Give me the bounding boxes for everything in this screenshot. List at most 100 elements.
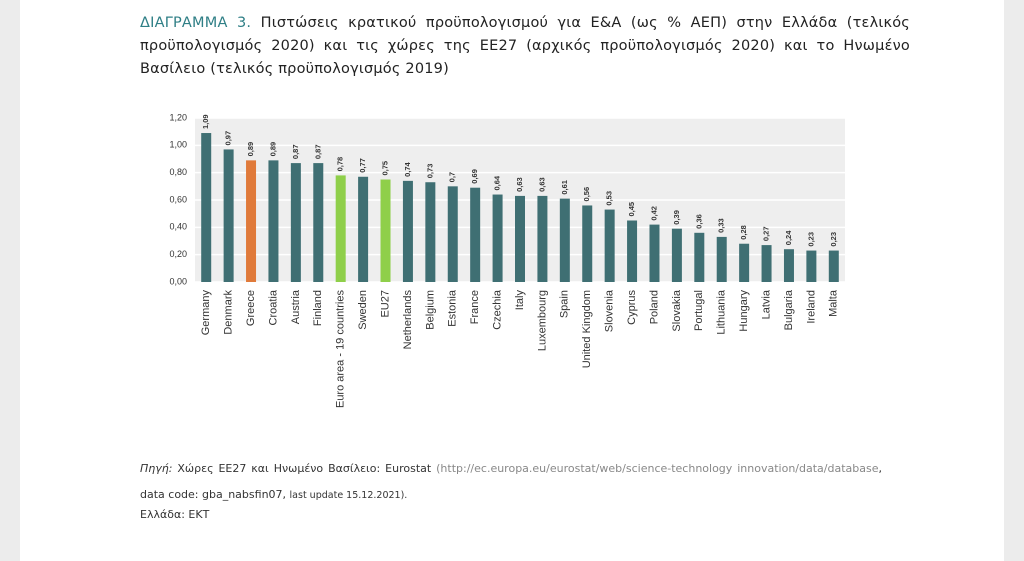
bar — [335, 175, 346, 282]
value-label: 0,77 — [358, 158, 367, 173]
value-label: 0,89 — [246, 142, 255, 157]
bar — [761, 245, 772, 282]
value-label: 0,74 — [403, 161, 412, 176]
x-tick-label: Portugal — [693, 290, 705, 331]
source-text: Χώρες ΕΕ27 και Ηνωμένο Βασίλειο: Eurosta… — [177, 462, 432, 475]
bar — [201, 133, 212, 282]
x-tick-label: United Kingdom — [581, 290, 593, 368]
x-tick-label: Cyprus — [626, 290, 638, 325]
x-tick-label: Euro area - 19 countries — [335, 290, 347, 409]
value-label: 0,33 — [717, 218, 726, 233]
bar — [806, 250, 817, 282]
value-label: 0,75 — [381, 161, 390, 176]
bar — [447, 186, 458, 282]
bar — [223, 149, 234, 282]
x-tick-label: Slovenia — [604, 289, 616, 332]
chart: 0,00 0,20 0,40 0,60 0,80 1,00 1,20 Germany 1,09 D… — [169, 112, 845, 409]
value-label: 0,53 — [605, 191, 614, 206]
source-note: Πηγή: Χώρες ΕΕ27 και Ηνωμένο Βασίλειο: E… — [140, 456, 882, 509]
bar — [268, 160, 279, 282]
value-label: 0,63 — [515, 177, 524, 192]
y-tick-label: 0,80 — [169, 167, 187, 177]
y-tick-label: 0,20 — [169, 249, 187, 259]
value-label: 0,23 — [806, 232, 815, 247]
bar — [380, 179, 391, 282]
bar — [783, 249, 794, 282]
source-url: (http://ec.europa.eu/eurostat/web/scienc… — [436, 462, 879, 475]
bar — [582, 205, 593, 282]
bar — [425, 182, 436, 282]
bar — [492, 194, 503, 282]
bar — [246, 160, 257, 282]
x-tick-label: Luxembourg — [536, 290, 548, 351]
bar — [515, 195, 525, 282]
x-tick-label: Czechia — [491, 289, 503, 330]
y-tick-label: 0,00 — [169, 276, 187, 286]
bar — [671, 228, 682, 282]
x-tick-label: Sweden — [357, 290, 369, 330]
bar — [290, 163, 301, 282]
x-tick-label: Slovakia — [671, 289, 683, 331]
bar — [604, 209, 615, 282]
value-label: 0,36 — [694, 214, 703, 229]
x-tick-label: Denmark — [223, 290, 235, 335]
value-label: 0,61 — [560, 180, 569, 195]
x-tick-label: Finland — [312, 290, 324, 326]
x-tick-label: France — [469, 290, 481, 324]
x-tick-label: Greece — [245, 290, 257, 326]
value-label: 0,87 — [291, 144, 300, 159]
value-label: 0,78 — [336, 157, 345, 172]
value-label: 0,27 — [762, 226, 771, 241]
value-label: 0,56 — [582, 187, 591, 202]
x-tick-label: Lithuania — [716, 289, 728, 335]
y-tick-label: 1,00 — [169, 140, 187, 150]
value-label: 0,7 — [448, 172, 457, 182]
greece-source: Ελλάδα: ΕΚΤ — [140, 508, 210, 521]
bar — [649, 224, 660, 282]
figure-text: Πιστώσεις κρατικού προϋπολογισμού για Ε&… — [140, 15, 911, 77]
bar — [358, 176, 369, 282]
x-tick-label: Estonia — [447, 289, 459, 327]
x-tick-label: EU27 — [379, 290, 391, 318]
y-tick-label: 1,20 — [169, 112, 187, 122]
x-tick-label: Belgium — [424, 290, 436, 330]
bar — [739, 243, 750, 282]
value-label: 0,28 — [739, 225, 748, 240]
x-tick-label: Netherlands — [402, 290, 414, 350]
y-tick-label: 0,40 — [169, 222, 187, 232]
value-label: 0,45 — [627, 202, 636, 217]
value-label: 0,63 — [537, 177, 546, 192]
value-label: 0,23 — [829, 232, 838, 247]
value-label: 0,87 — [313, 144, 322, 159]
bar — [537, 195, 548, 282]
x-tick-label: Spain — [559, 290, 571, 318]
x-tick-label: Germany — [200, 290, 212, 336]
bar — [402, 180, 413, 282]
x-tick-label: Ireland — [805, 290, 817, 324]
document-page: ΔΙΑΓΡΑΜΜΑ 3. Πιστώσεις κρατικού προϋπολο… — [20, 0, 1004, 561]
x-tick-label: Austria — [290, 289, 302, 324]
source-label: Πηγή: — [140, 462, 173, 475]
value-label: 0,89 — [268, 142, 277, 157]
bar — [828, 250, 839, 282]
figure-title: ΔΙΑΓΡΑΜΜΑ 3. Πιστώσεις κρατικού προϋπολο… — [140, 12, 910, 81]
x-tick-label: Malta — [828, 289, 840, 317]
bar — [313, 163, 324, 282]
value-label: 0,39 — [672, 210, 681, 225]
y-tick-label: 0,60 — [169, 194, 187, 204]
value-label: 0,24 — [784, 230, 793, 245]
x-tick-label: Poland — [648, 290, 660, 324]
value-label: 0,64 — [493, 175, 502, 190]
x-tick-label: Croatia — [267, 289, 279, 325]
bar — [694, 232, 705, 282]
value-label: 0,69 — [470, 169, 479, 184]
value-label: 0,97 — [224, 131, 233, 146]
source-update: last update 15.12.2021). — [289, 490, 408, 501]
x-tick-label: Hungary — [738, 290, 750, 332]
x-tick-label: Italy — [514, 290, 526, 311]
value-label: 1,09 — [201, 114, 210, 129]
bar — [716, 236, 727, 282]
bar — [559, 198, 570, 282]
value-label: 0,73 — [425, 164, 434, 179]
